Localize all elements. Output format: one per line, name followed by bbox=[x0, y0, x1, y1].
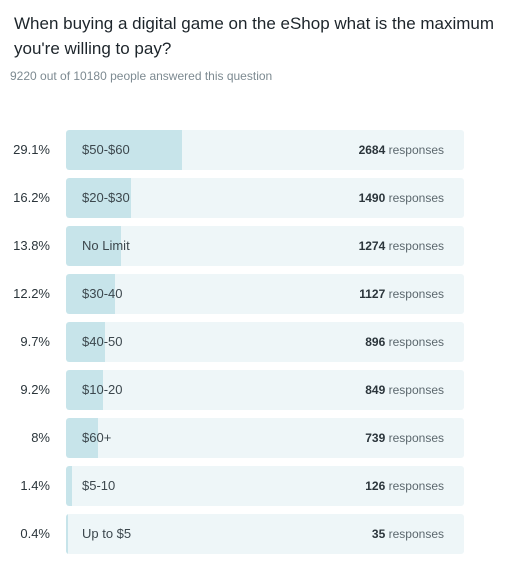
response-unit: responses bbox=[388, 239, 444, 253]
bar-fill bbox=[66, 514, 68, 554]
percent-label: 29.1% bbox=[13, 142, 50, 157]
option-label: $40-50 bbox=[82, 334, 123, 349]
result-row: 12.2% $30-40 1127 responses bbox=[0, 274, 517, 314]
option-label: No Limit bbox=[82, 238, 130, 253]
percent-label: 1.4% bbox=[20, 478, 50, 493]
response-count: 896 responses bbox=[365, 322, 444, 362]
bar-fill bbox=[66, 370, 103, 410]
response-unit: responses bbox=[388, 527, 444, 541]
results-list: 29.1% $50-$60 2684 responses 16.2% $20-$30 14… bbox=[0, 130, 517, 562]
result-row: 9.2% $10-20 849 responses bbox=[0, 370, 517, 410]
result-row: 16.2% $20-$30 1490 responses bbox=[0, 178, 517, 218]
bar-track: $20-$30 1490 responses bbox=[66, 178, 464, 218]
response-number: 849 bbox=[365, 383, 386, 397]
bar-track: No Limit 1274 responses bbox=[66, 226, 464, 266]
bar-fill bbox=[66, 418, 98, 458]
response-count: 35 responses bbox=[372, 514, 444, 554]
response-unit: responses bbox=[388, 287, 444, 301]
response-count: 849 responses bbox=[365, 370, 444, 410]
percent-label: 0.4% bbox=[20, 526, 50, 541]
percent-label: 12.2% bbox=[13, 286, 50, 301]
option-label: $5-10 bbox=[82, 478, 116, 493]
bar-track: $60+ 739 responses bbox=[66, 418, 464, 458]
response-number: 896 bbox=[365, 335, 386, 349]
percent-label: 8% bbox=[31, 430, 50, 445]
response-count: 1490 responses bbox=[359, 178, 444, 218]
result-row: 13.8% No Limit 1274 responses bbox=[0, 226, 517, 266]
response-number: 35 bbox=[371, 527, 386, 541]
option-label: $30-40 bbox=[82, 286, 123, 301]
response-unit: responses bbox=[388, 479, 444, 493]
option-label: $20-$30 bbox=[82, 190, 130, 205]
response-count: 739 responses bbox=[365, 418, 444, 458]
response-number: 1127 bbox=[359, 287, 386, 301]
bar-fill bbox=[66, 226, 121, 266]
option-label: $50-$60 bbox=[82, 142, 130, 157]
bar-track: $50-$60 2684 responses bbox=[66, 130, 464, 170]
result-row: 29.1% $50-$60 2684 responses bbox=[0, 130, 517, 170]
bar-fill bbox=[66, 466, 72, 506]
bar-fill bbox=[66, 130, 182, 170]
response-count: 2684 responses bbox=[359, 130, 444, 170]
result-row: 1.4% $5-10 126 responses bbox=[0, 466, 517, 506]
response-unit: responses bbox=[388, 383, 444, 397]
response-number: 126 bbox=[365, 479, 386, 493]
result-row: 9.7% $40-50 896 responses bbox=[0, 322, 517, 362]
response-unit: responses bbox=[388, 335, 444, 349]
response-number: 1274 bbox=[358, 239, 386, 253]
percent-label: 16.2% bbox=[13, 190, 50, 205]
response-number: 739 bbox=[365, 431, 386, 445]
bar-track: $10-20 849 responses bbox=[66, 370, 464, 410]
response-unit: responses bbox=[388, 143, 444, 157]
bar-fill bbox=[66, 274, 115, 314]
response-unit: responses bbox=[388, 191, 444, 205]
response-unit: responses bbox=[388, 431, 444, 445]
bar-track: Up to $5 35 responses bbox=[66, 514, 464, 554]
bar-track: $30-40 1127 responses bbox=[66, 274, 464, 314]
percent-label: 9.2% bbox=[20, 382, 50, 397]
answered-count: 9220 out of 10180 people answered this q… bbox=[10, 69, 273, 83]
bar-track: $5-10 126 responses bbox=[66, 466, 464, 506]
option-label: $60+ bbox=[82, 430, 112, 445]
percent-label: 9.7% bbox=[20, 334, 50, 349]
response-number: 1490 bbox=[358, 191, 386, 205]
option-label: $10-20 bbox=[82, 382, 123, 397]
question-title: When buying a digital game on the eShop … bbox=[14, 14, 495, 58]
response-number: 2684 bbox=[358, 143, 386, 157]
result-row: 0.4% Up to $5 35 responses bbox=[0, 514, 517, 554]
bar-fill bbox=[66, 178, 131, 218]
result-row: 8% $60+ 739 responses bbox=[0, 418, 517, 458]
response-count: 1127 responses bbox=[359, 274, 444, 314]
response-count: 126 responses bbox=[365, 466, 444, 506]
percent-label: 13.8% bbox=[13, 238, 50, 253]
bar-fill bbox=[66, 322, 105, 362]
bar-track: $40-50 896 responses bbox=[66, 322, 464, 362]
option-label: Up to $5 bbox=[82, 526, 132, 541]
response-count: 1274 responses bbox=[359, 226, 444, 266]
